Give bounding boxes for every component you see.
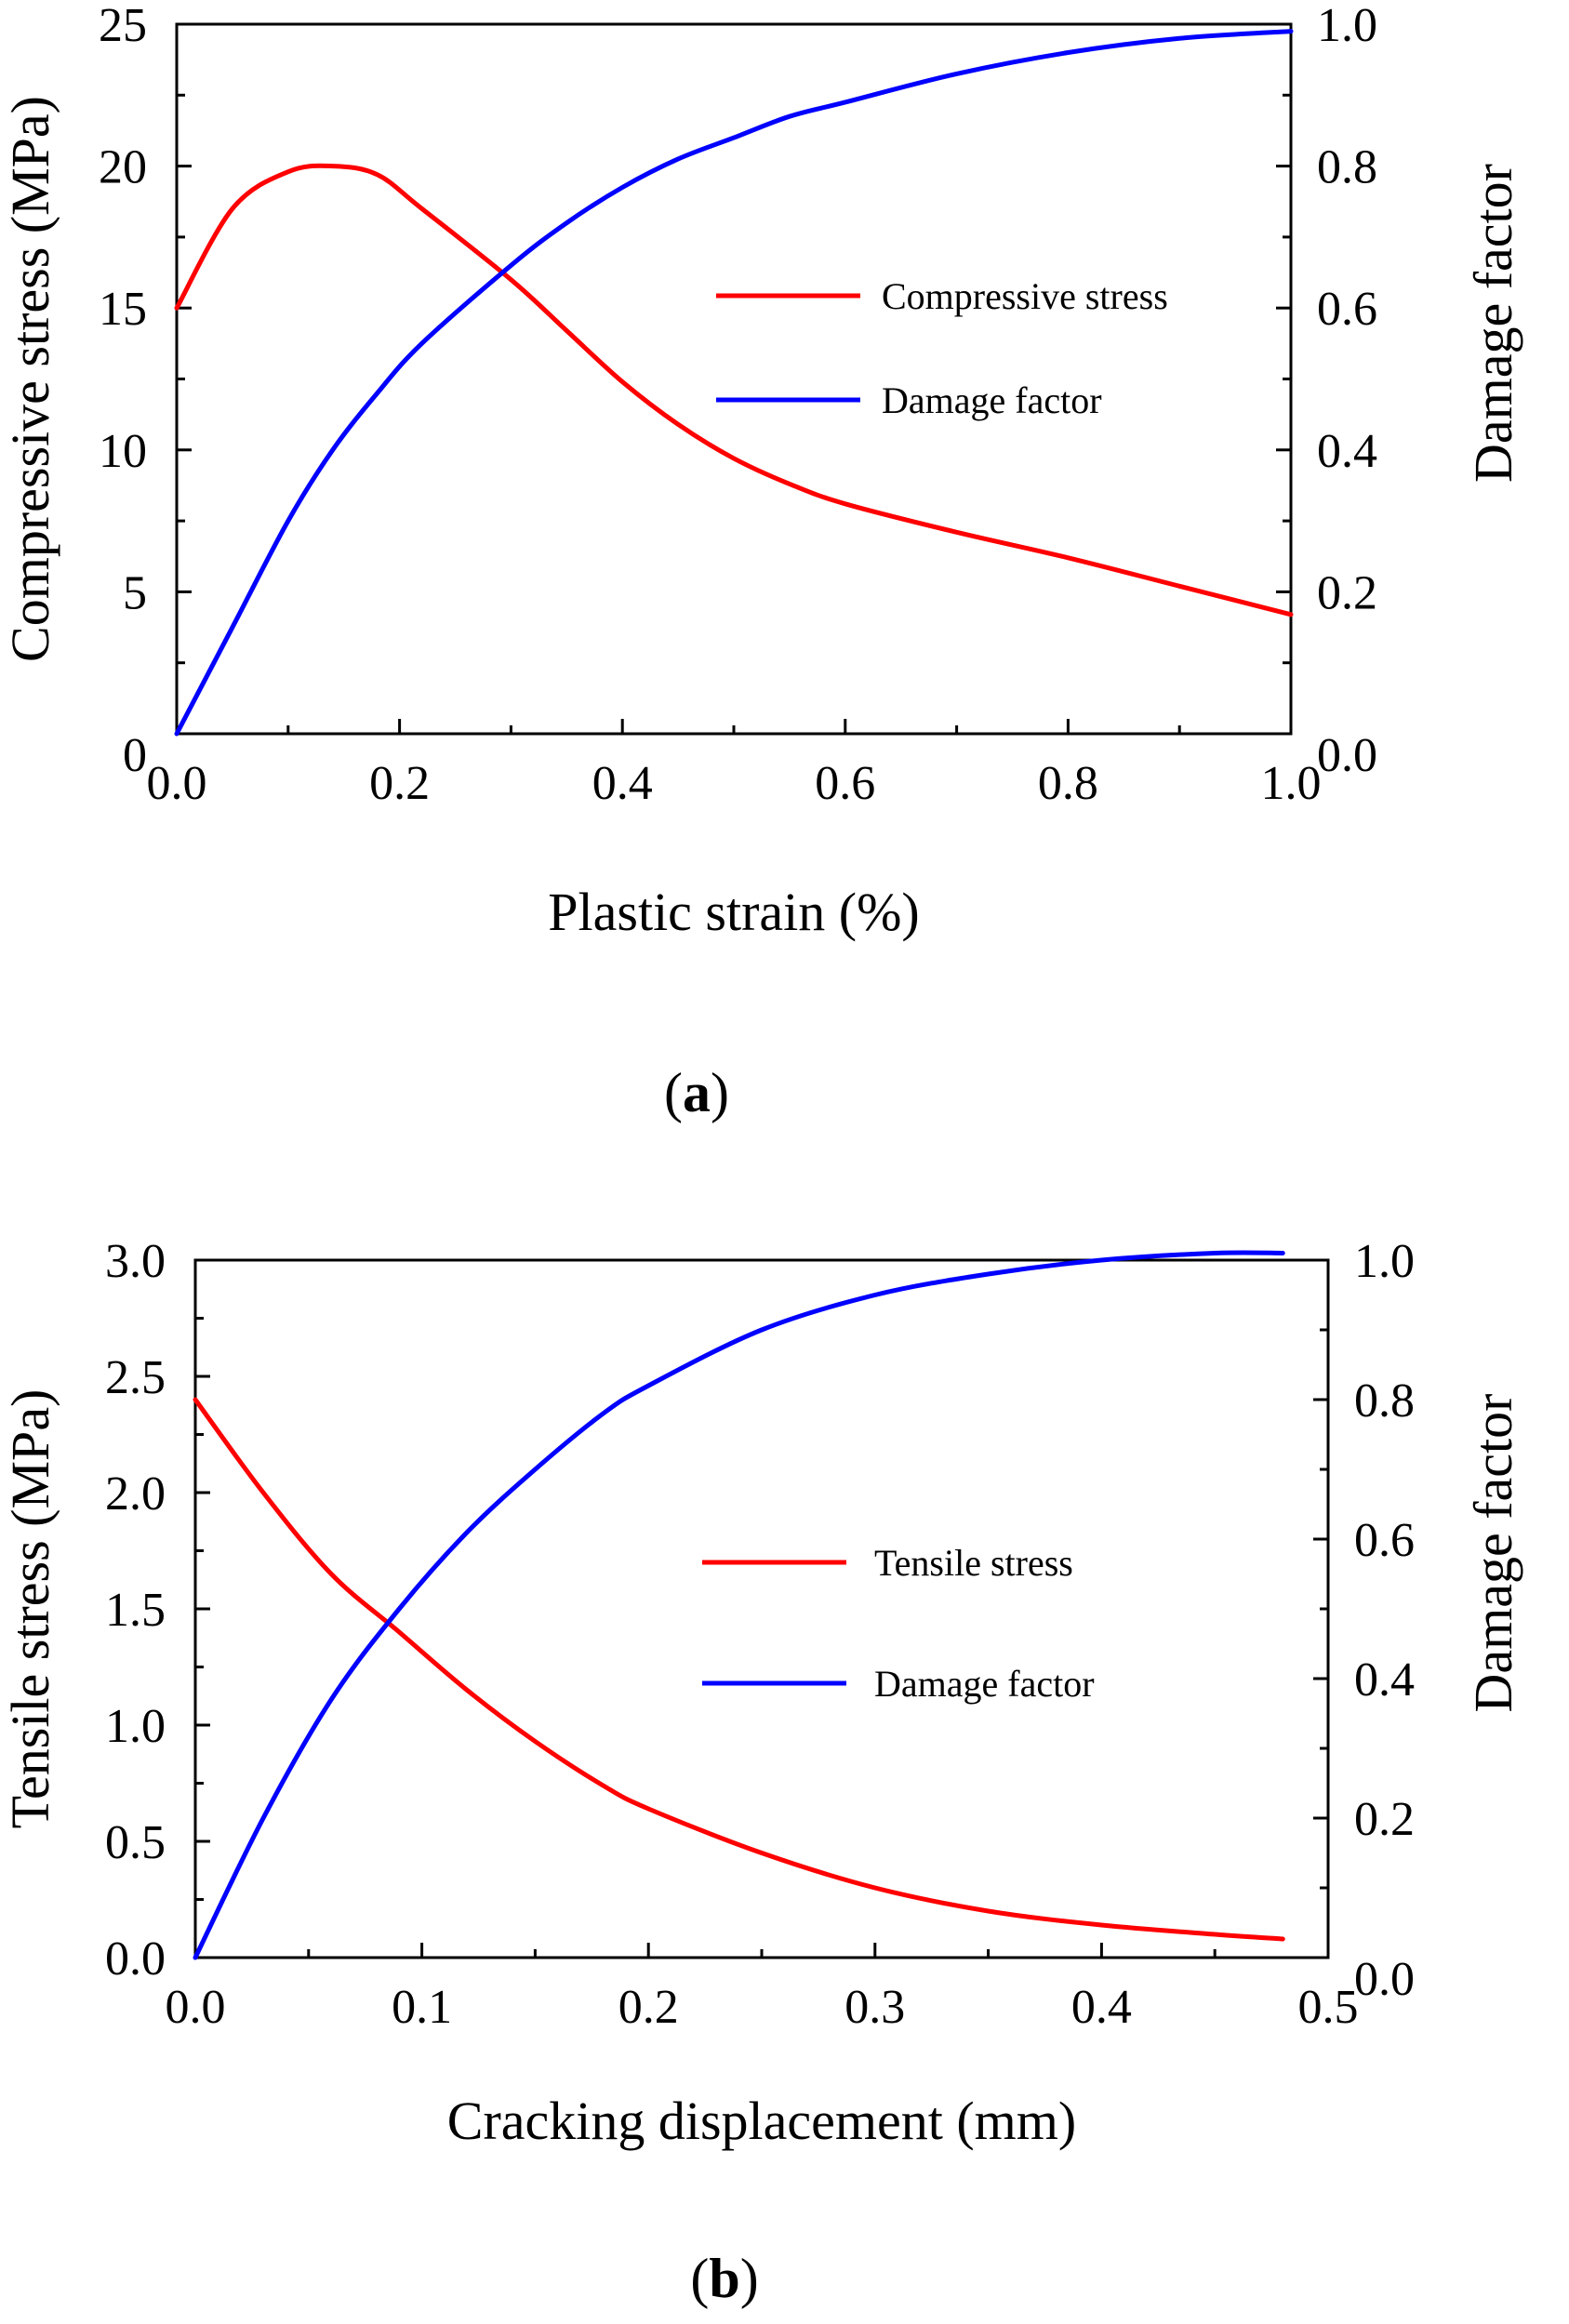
series-line-tensile-stress	[193, 1397, 1285, 1942]
y-right-tick-label: 0.0	[1317, 729, 1377, 782]
x-tick-label: 0.4	[592, 757, 653, 810]
legend-label-damage-factor: Damage factor	[874, 1663, 1095, 1705]
legend-label-damage-factor: Damage factor	[882, 379, 1102, 421]
y-right-tick-label: 0.6	[1317, 283, 1377, 336]
y-right-tick-label: 0.6	[1354, 1514, 1415, 1567]
x-axis-title: Plastic strain (%)	[548, 882, 919, 942]
caption-open-paren: (	[664, 1062, 683, 1123]
y-right-axis-title: Damage factor	[1463, 1394, 1523, 1713]
panel-caption: (a)	[664, 1062, 729, 1123]
y-right-tick-label: 0.4	[1317, 425, 1377, 478]
x-tick-label: 0.4	[1071, 1981, 1132, 2034]
y-right-tick-label: 0.0	[1354, 1953, 1415, 2006]
series-line-damage-factor	[174, 29, 1294, 737]
x-tick-label: 0.0	[147, 757, 207, 810]
y-left-tick-label: 10	[99, 425, 147, 478]
series-line-damage-factor	[193, 1250, 1285, 1960]
x-tick-label: 1.0	[1261, 757, 1322, 810]
y-right-tick-label: 0.2	[1317, 566, 1377, 619]
y-left-tick-label: 2.5	[105, 1351, 166, 1404]
y-right-tick-label: 0.8	[1317, 141, 1377, 194]
y-left-tick-label: 0	[123, 729, 147, 782]
caption-close-paren: )	[740, 2248, 759, 2309]
x-tick-label: 0.3	[844, 1981, 905, 2034]
x-axis-title: Cracking displacement (mm)	[447, 2091, 1076, 2151]
x-tick-label: 0.6	[815, 757, 875, 810]
y-right-tick-label: 0.2	[1354, 1793, 1415, 1846]
y-left-tick-label: 3.0	[105, 1235, 166, 1288]
x-tick-label: 0.1	[392, 1981, 452, 2034]
x-tick-label: 0.0	[166, 1981, 226, 2034]
series-line-compressive-stress	[174, 163, 1294, 618]
legend-label-tensile-stress: Tensile stress	[874, 1542, 1073, 1584]
chart-panel-a: 0.0 0.2 0.4 0.6 0.8 1.0 0 5 10 15 20 25 0.0 0.2 0.4 0.6…	[0, 0, 1523, 1123]
legend-label-compressive-stress: Compressive stress	[882, 275, 1168, 317]
chart-panel-b: 0.0 0.1 0.2 0.3 0.4 0.50.00.51.01.52.02.53.00…	[0, 1235, 1523, 2309]
x-tick-label: 0.2	[618, 1981, 679, 2034]
y-left-tick-label: 1.5	[105, 1584, 166, 1637]
caption-letter: b	[709, 2248, 739, 2309]
y-left-tick-label: 0.0	[105, 1932, 166, 1985]
y-right-axis-title: Damage factor	[1463, 164, 1523, 483]
y-left-tick-label: 15	[99, 283, 147, 336]
y-left-tick-label: 5	[123, 566, 147, 619]
panel-caption: (b)	[690, 2248, 758, 2309]
y-left-axis-title: Compressive stress (MPa)	[0, 96, 60, 662]
y-right-tick-label: 1.0	[1354, 1235, 1415, 1288]
y-right-tick-label: 1.0	[1317, 0, 1377, 52]
caption-open-paren: (	[690, 2248, 709, 2309]
y-right-tick-label: 0.8	[1354, 1374, 1415, 1428]
y-left-tick-label: 0.5	[105, 1816, 166, 1869]
y-left-tick-label: 2.0	[105, 1467, 166, 1521]
y-left-axis-title: Tensile stress (MPa)	[0, 1389, 60, 1829]
x-tick-label: 0.8	[1038, 757, 1098, 810]
y-left-tick-label: 25	[99, 0, 147, 52]
caption-letter: a	[683, 1062, 711, 1123]
y-left-tick-label: 1.0	[105, 1700, 166, 1753]
y-left-tick-label: 20	[99, 141, 147, 194]
caption-close-paren: )	[711, 1062, 729, 1123]
plot-frame	[175, 22, 1293, 736]
x-tick-label: 0.5	[1298, 1981, 1359, 2034]
x-tick-label: 0.2	[369, 757, 430, 810]
y-right-tick-label: 0.4	[1354, 1653, 1415, 1706]
